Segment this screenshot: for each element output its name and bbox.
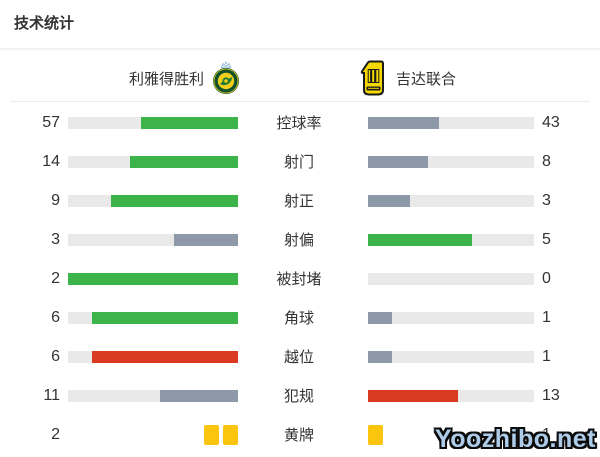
home-value: 11 bbox=[43, 386, 60, 404]
away-value: 1 bbox=[542, 308, 551, 326]
away-yellow-cards bbox=[368, 424, 534, 446]
away-bar-fill bbox=[368, 350, 392, 363]
divider bbox=[10, 101, 590, 102]
home-bar bbox=[68, 311, 238, 324]
stat-row-corners: 6 角球 1 bbox=[0, 298, 600, 337]
home-bar-fill bbox=[141, 116, 238, 129]
home-value: 2 bbox=[51, 269, 60, 287]
stat-row-fouls: 11 犯规 13 bbox=[0, 376, 600, 415]
stat-row-yellow-cards: 2 黄牌 1 bbox=[0, 415, 600, 454]
stats-rows: 57 控球率 43 14 射门 8 9 射正 3 3 射偏 5 bbox=[0, 103, 600, 454]
home-team-name: 利雅得胜利 bbox=[128, 70, 204, 88]
away-bar bbox=[368, 272, 534, 285]
stat-label: 角球 bbox=[283, 310, 314, 327]
away-bar bbox=[368, 155, 534, 168]
stat-label: 黄牌 bbox=[283, 427, 314, 444]
yellow-card-icon bbox=[368, 424, 383, 445]
stat-row-offsides: 6 越位 1 bbox=[0, 337, 600, 376]
home-bar bbox=[68, 272, 238, 285]
home-bar bbox=[68, 116, 238, 129]
away-value: 13 bbox=[542, 386, 560, 404]
away-value: 8 bbox=[542, 152, 551, 170]
home-bar-fill bbox=[110, 194, 238, 207]
away-team-name: 吉达联合 bbox=[396, 70, 457, 88]
home-value: 3 bbox=[51, 230, 60, 248]
away-bar bbox=[368, 311, 534, 324]
stat-label: 被封堵 bbox=[276, 271, 322, 288]
away-value: 1 bbox=[542, 425, 551, 443]
home-bar bbox=[68, 155, 238, 168]
stat-row-shots-on-target: 9 射正 3 bbox=[0, 181, 600, 220]
al-ittihad-crest-icon bbox=[360, 60, 384, 96]
home-bar-fill bbox=[92, 311, 238, 324]
home-bar bbox=[68, 194, 238, 207]
away-value: 5 bbox=[542, 230, 551, 248]
away-bar-fill bbox=[368, 155, 429, 168]
stat-row-blocked: 2 被封堵 0 bbox=[0, 259, 600, 298]
away-bar bbox=[368, 233, 534, 246]
home-team-header: 利雅得胜利 bbox=[0, 58, 240, 98]
home-bar-fill bbox=[160, 389, 238, 402]
stat-label: 射正 bbox=[283, 193, 314, 210]
home-bar bbox=[68, 233, 238, 246]
divider bbox=[0, 48, 600, 50]
away-team-header: 吉达联合 bbox=[360, 58, 456, 98]
page-title: 技术统计 bbox=[14, 15, 75, 32]
stat-row-shots: 14 射门 8 bbox=[0, 142, 600, 181]
away-value: 0 bbox=[542, 269, 551, 287]
home-yellow-cards bbox=[68, 424, 238, 446]
al-nassr-crest-icon bbox=[213, 61, 239, 94]
stat-label: 控球率 bbox=[276, 115, 322, 132]
home-value: 6 bbox=[51, 347, 60, 365]
away-bar bbox=[368, 350, 534, 363]
home-value: 14 bbox=[42, 152, 60, 170]
away-value: 1 bbox=[542, 347, 551, 365]
home-bar-fill bbox=[92, 350, 238, 363]
yellow-card-icon bbox=[223, 424, 238, 445]
home-value: 2 bbox=[51, 425, 60, 443]
home-bar-fill bbox=[68, 272, 238, 285]
away-value: 43 bbox=[542, 113, 560, 131]
home-bar bbox=[68, 389, 238, 402]
home-bar bbox=[68, 350, 238, 363]
away-bar-fill bbox=[368, 233, 472, 246]
stat-label: 射偏 bbox=[283, 232, 314, 249]
home-bar-fill bbox=[129, 155, 238, 168]
stat-label: 犯规 bbox=[283, 388, 314, 405]
away-bar-fill bbox=[368, 194, 410, 207]
away-bar bbox=[368, 116, 534, 129]
home-value: 57 bbox=[42, 113, 60, 131]
stat-row-possession: 57 控球率 43 bbox=[0, 103, 600, 142]
home-value: 6 bbox=[51, 308, 60, 326]
home-bar-fill bbox=[174, 233, 238, 246]
stat-label: 射门 bbox=[283, 154, 314, 171]
away-bar bbox=[368, 194, 534, 207]
yellow-card-icon bbox=[204, 424, 219, 445]
away-bar-fill bbox=[368, 311, 392, 324]
away-bar-fill bbox=[368, 389, 458, 402]
away-value: 3 bbox=[542, 191, 551, 209]
away-bar bbox=[368, 389, 534, 402]
watermark: Yoozhibo.net bbox=[434, 425, 596, 453]
stat-label: 越位 bbox=[283, 349, 314, 366]
home-value: 9 bbox=[51, 191, 60, 209]
stat-row-shots-off-target: 3 射偏 5 bbox=[0, 220, 600, 259]
away-bar-fill bbox=[368, 116, 440, 129]
